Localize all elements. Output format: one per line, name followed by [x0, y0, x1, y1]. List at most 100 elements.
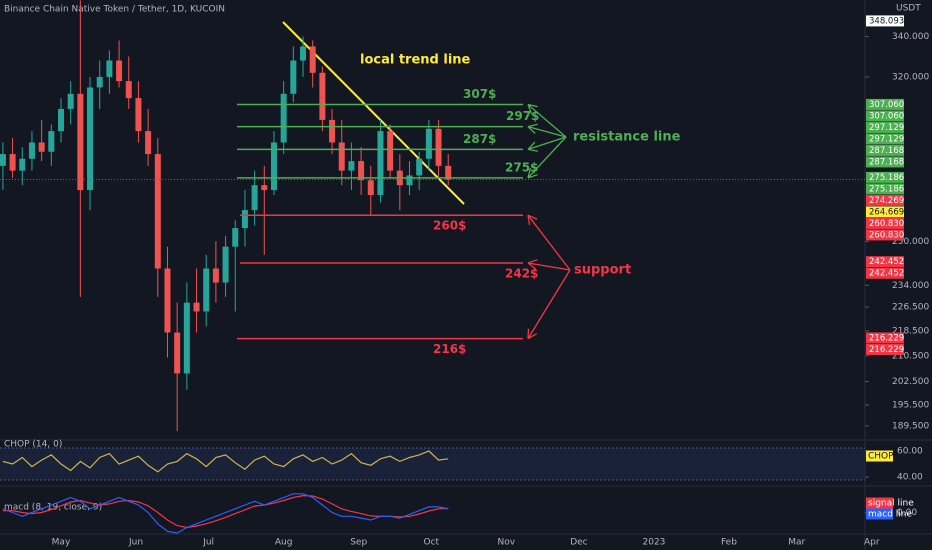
candle-body [329, 119, 336, 143]
arrow-head [527, 262, 537, 270]
candle-body [232, 228, 239, 247]
x-tick-label: Oct [424, 538, 440, 548]
y-tick-label: 234.000 [892, 281, 929, 291]
price-label-box [866, 183, 904, 195]
candle-body [57, 108, 64, 132]
candle-body [348, 161, 355, 171]
legend-box [866, 497, 893, 509]
candle-body [309, 46, 316, 73]
candle-body [300, 46, 307, 61]
arrow-head [527, 215, 531, 226]
arrow-head [527, 214, 538, 220]
arrow-head [527, 333, 537, 340]
legend-box [866, 450, 893, 462]
price-label: 264.669 [869, 207, 904, 217]
price-label-box [866, 133, 904, 145]
price-label: 260.830 [869, 219, 904, 229]
arrow-head [527, 123, 538, 128]
price-label-box [866, 343, 904, 355]
price-label: 242.452 [869, 269, 904, 279]
candle-body [116, 60, 123, 82]
arrow-head [527, 141, 536, 150]
price-label: 307.060 [869, 111, 904, 121]
candle-body [193, 302, 200, 312]
candle-body [28, 142, 35, 159]
arrow-line [527, 104, 567, 138]
candle-body [387, 131, 394, 171]
arrow-line [527, 214, 571, 271]
arrow-head [527, 103, 538, 108]
candle-body [435, 128, 442, 166]
candle-body [19, 158, 26, 171]
y-tick-label: 340.000 [892, 32, 929, 42]
price-label-box [866, 256, 904, 268]
legend-box [866, 508, 893, 520]
level-label: 242$ [505, 266, 538, 280]
arrow-head [527, 167, 532, 179]
x-tick-label: Feb [721, 538, 737, 548]
level-label: 287$ [463, 132, 496, 146]
arrow-line [527, 125, 567, 138]
price-label-box [866, 229, 904, 241]
y-tick-label: 250.000 [892, 237, 929, 247]
arrow-head [527, 174, 538, 179]
arrow-line [527, 136, 567, 151]
price-label: 287.168 [869, 157, 904, 167]
annotation: support [574, 263, 631, 278]
arrow-head [527, 259, 538, 264]
candle-body [338, 142, 345, 171]
x-tick-label: May [52, 538, 71, 548]
price-label: 297.129 [869, 134, 904, 144]
price-label-box [866, 206, 904, 218]
y-tick-label: 60.00 [897, 446, 923, 456]
arrow-line [527, 262, 571, 271]
candle-body [425, 128, 432, 159]
price-label: 216.229 [869, 333, 904, 343]
candle-body [261, 185, 268, 191]
price-label-box [866, 217, 904, 229]
y-tick-label: 226.500 [892, 303, 929, 313]
candle-body [67, 93, 74, 109]
candle-body [406, 175, 413, 186]
x-tick-label: Apr [864, 538, 880, 548]
candle-body [145, 131, 152, 155]
price-label-box [866, 144, 904, 156]
x-tick-label: Nov [498, 538, 516, 548]
y-tick-label: 218.500 [892, 326, 929, 336]
series-line [2, 450, 449, 473]
y-tick-label: 320.000 [892, 72, 929, 82]
series-line [2, 494, 449, 529]
candle-body [38, 142, 45, 152]
price-label: 275.186 [869, 184, 904, 194]
legend-label: macd line [868, 510, 913, 520]
price-label: 348.093 [869, 16, 904, 26]
candle-body [9, 154, 16, 171]
candle-body [96, 76, 103, 88]
candle-body [87, 87, 94, 191]
y-tick-label: 189.500 [892, 421, 929, 431]
price-label: 274.269 [869, 196, 904, 206]
y-tick-label: 202.500 [892, 377, 929, 387]
legend-label: signal line [868, 499, 914, 509]
price-label: 297.129 [869, 123, 904, 133]
chop-title: CHOP (14, 0) [4, 440, 62, 450]
y-tick-label: 195.500 [892, 401, 929, 411]
annotation: resistance line [573, 130, 681, 145]
macd-title: macd (8, 19, close, 9) [4, 503, 102, 513]
arrow-line [527, 269, 571, 339]
arrow-head [527, 148, 538, 152]
price-label: 275.186 [869, 173, 904, 183]
x-tick-label: Mar [788, 538, 805, 548]
y-tick-label: 40.00 [897, 473, 923, 483]
candle-body [212, 268, 219, 283]
price-label-box [866, 171, 904, 183]
candle-body [241, 210, 248, 229]
price-label: 307.060 [869, 100, 904, 110]
candle-body [358, 161, 365, 181]
annotation: local trend line [360, 53, 471, 68]
x-tick-label: 2023 [643, 538, 666, 548]
legend-label: CHOP [868, 452, 894, 462]
candle-body [77, 93, 84, 191]
price-label-box [866, 267, 904, 279]
